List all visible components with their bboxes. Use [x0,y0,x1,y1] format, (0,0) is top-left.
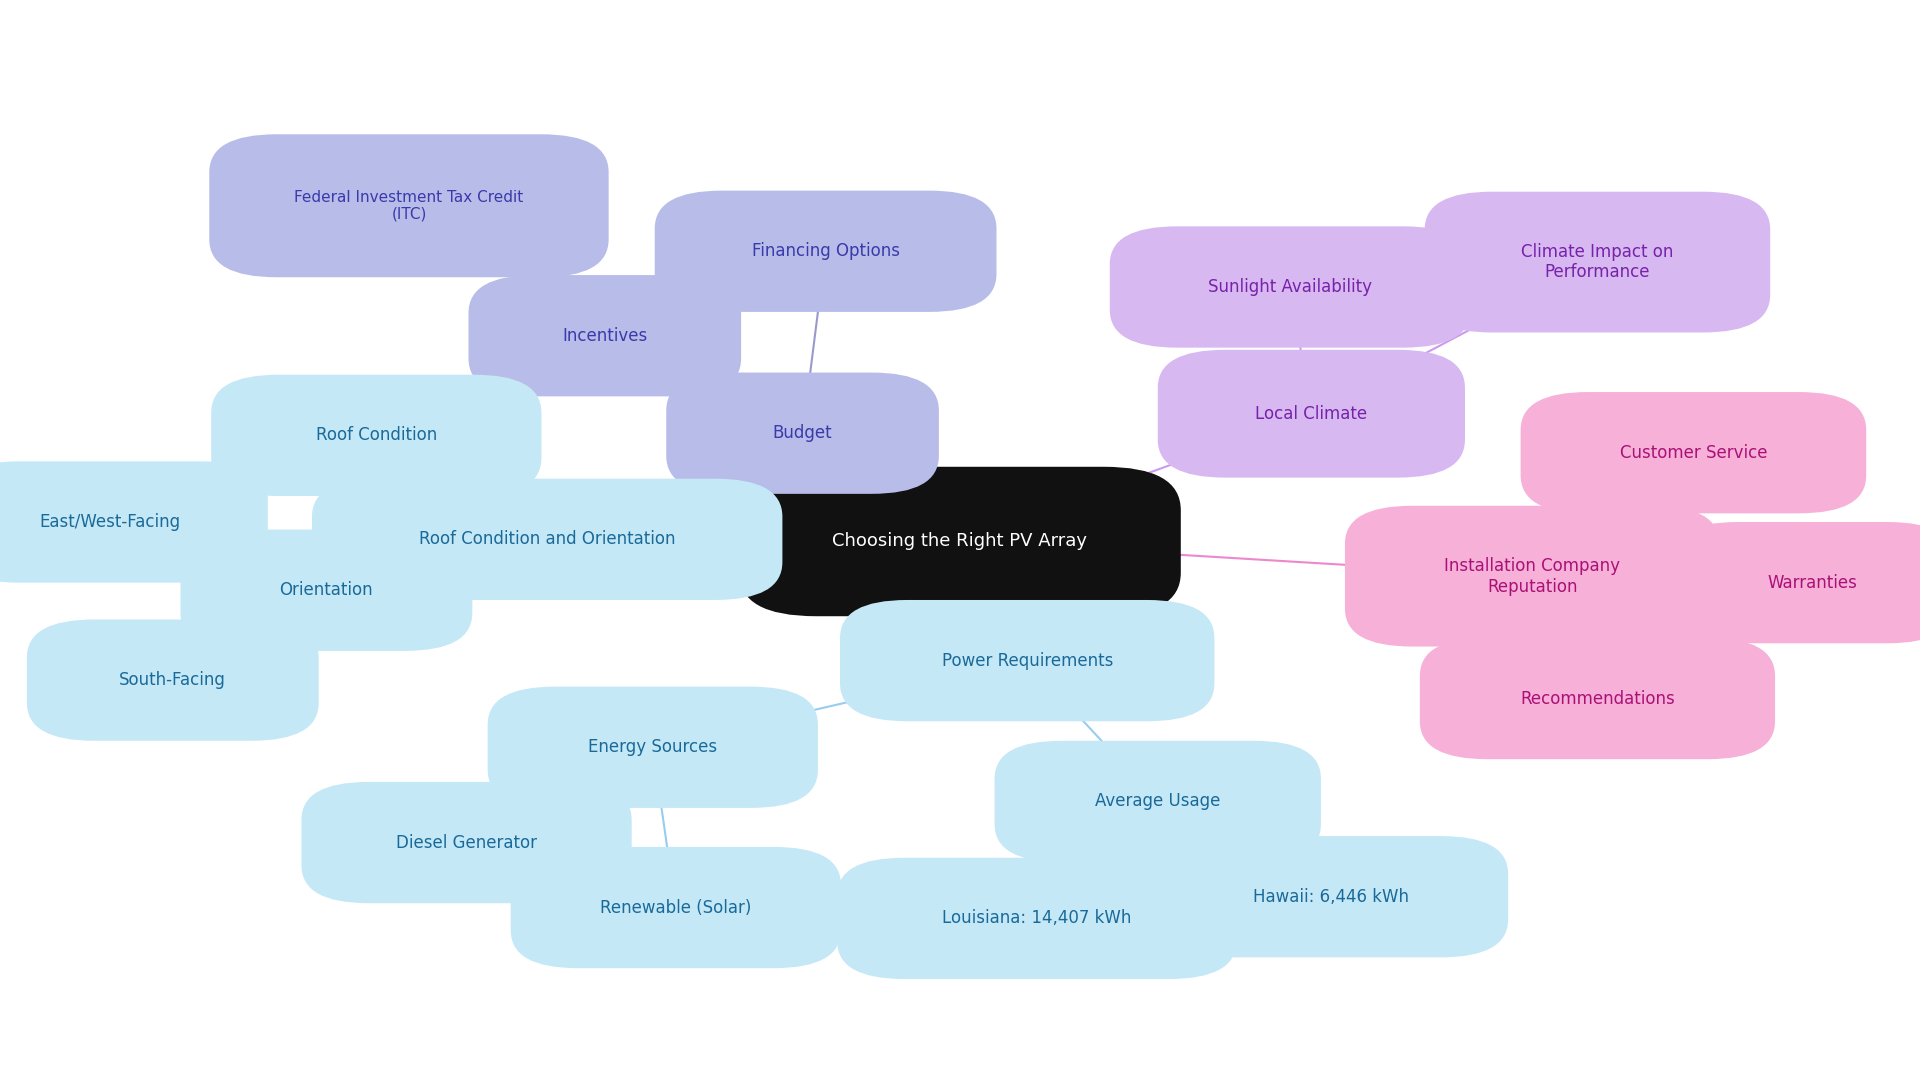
Text: Federal Investment Tax Credit
(ITC): Federal Investment Tax Credit (ITC) [294,190,524,222]
Text: Climate Impact on
Performance: Climate Impact on Performance [1521,243,1674,282]
FancyBboxPatch shape [841,600,1215,721]
Text: Customer Service: Customer Service [1620,444,1766,461]
Text: Financing Options: Financing Options [751,243,900,260]
Text: Roof Condition: Roof Condition [315,427,438,444]
FancyBboxPatch shape [1344,506,1720,647]
FancyBboxPatch shape [655,191,996,312]
FancyBboxPatch shape [1419,638,1774,759]
Text: Renewable (Solar): Renewable (Solar) [601,899,751,916]
Text: Hawaii: 6,446 kWh: Hawaii: 6,446 kWh [1252,888,1409,905]
Text: Average Usage: Average Usage [1094,793,1221,810]
FancyBboxPatch shape [1425,192,1770,332]
FancyBboxPatch shape [1152,836,1507,957]
Text: Orientation: Orientation [280,582,372,599]
FancyBboxPatch shape [180,530,472,651]
Text: Local Climate: Local Climate [1256,405,1367,422]
FancyBboxPatch shape [1521,392,1866,513]
FancyBboxPatch shape [511,847,841,968]
FancyBboxPatch shape [837,858,1236,979]
FancyBboxPatch shape [311,479,783,600]
Text: Recommendations: Recommendations [1521,690,1674,707]
FancyBboxPatch shape [1670,522,1920,643]
Text: Sunlight Availability: Sunlight Availability [1208,278,1373,296]
FancyBboxPatch shape [211,375,541,496]
FancyBboxPatch shape [1158,350,1465,478]
Text: South-Facing: South-Facing [119,671,227,689]
FancyBboxPatch shape [27,619,319,741]
Text: East/West-Facing: East/West-Facing [38,513,180,531]
Text: Choosing the Right PV Array: Choosing the Right PV Array [833,533,1087,550]
FancyBboxPatch shape [995,741,1321,862]
FancyBboxPatch shape [0,461,269,583]
FancyBboxPatch shape [468,275,741,396]
Text: Diesel Generator: Diesel Generator [396,834,538,851]
FancyBboxPatch shape [739,467,1181,616]
FancyBboxPatch shape [301,782,632,903]
FancyBboxPatch shape [209,134,609,277]
Text: Power Requirements: Power Requirements [941,652,1114,669]
Text: Installation Company
Reputation: Installation Company Reputation [1444,557,1620,596]
Text: Energy Sources: Energy Sources [588,739,718,756]
Text: Incentives: Incentives [563,327,647,344]
Text: Roof Condition and Orientation: Roof Condition and Orientation [419,531,676,548]
FancyBboxPatch shape [1110,226,1471,348]
FancyBboxPatch shape [666,373,939,494]
FancyBboxPatch shape [488,687,818,808]
Text: Louisiana: 14,407 kWh: Louisiana: 14,407 kWh [943,910,1131,927]
Text: Budget: Budget [772,425,833,442]
Text: Warranties: Warranties [1768,574,1857,591]
